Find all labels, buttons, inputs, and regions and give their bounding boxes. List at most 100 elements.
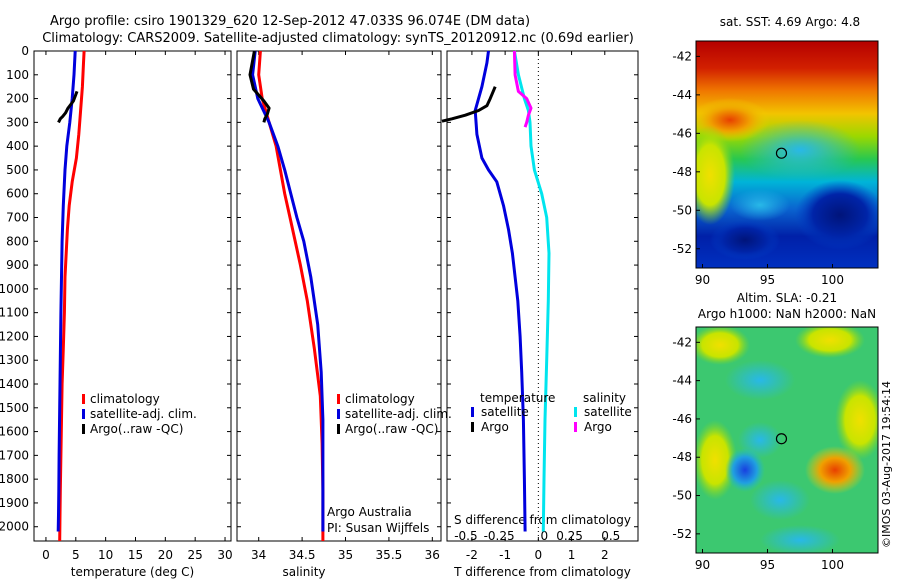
depth-tick-label: 1700 <box>0 448 29 462</box>
map-xtick-label: 90 <box>695 273 710 287</box>
difference-legend-label: satellite <box>584 405 632 419</box>
salinity-xtick-label: 35.5 <box>376 548 403 562</box>
depth-tick-label: 300 <box>6 115 29 129</box>
difference-xtick-label: -1 <box>499 548 511 562</box>
depth-tick-label: 1800 <box>0 472 29 486</box>
temperature-xtick-label: 10 <box>98 548 113 562</box>
salinity-xtick-label: 35 <box>338 548 353 562</box>
difference-top-tick-label: -0.5 <box>454 529 477 543</box>
difference-top-tick-label: 0 <box>541 529 549 543</box>
depth-tick-label: 900 <box>6 258 29 272</box>
salinity-legend-swatch <box>337 394 340 404</box>
depth-tick-label: 1400 <box>0 377 29 391</box>
map-ytick-label: -42 <box>672 49 692 63</box>
temperature-xlabel: temperature (deg C) <box>71 565 194 579</box>
difference-axes-box <box>446 50 639 542</box>
salinity-xtick-label: 36 <box>425 548 440 562</box>
difference-legend-swatch <box>471 422 474 432</box>
depth-tick-label: 1300 <box>0 353 29 367</box>
depth-tick-label: 700 <box>6 211 29 225</box>
sla-map-title-2: Argo h1000: NaN h2000: NaN <box>698 307 876 321</box>
annotation-argo-australia: Argo Australia <box>327 505 412 519</box>
difference-xtick-label: 2 <box>601 548 609 562</box>
map-ytick-label: -50 <box>672 203 692 217</box>
temperature-xtick-label: 25 <box>188 548 203 562</box>
depth-tick-label: 1000 <box>0 282 29 296</box>
temperature-xtick-label: 30 <box>217 548 232 562</box>
map-ytick-label: -50 <box>672 489 692 503</box>
map-ytick-label: -46 <box>672 412 692 426</box>
sla-map-axes: 90 95 100 -42 -44 -46 -48 -50 -52 <box>672 326 879 572</box>
temperature-xtick-label: 15 <box>128 548 143 562</box>
salinity-xlabel: salinity <box>282 565 325 579</box>
difference-legend-label: satellite <box>481 405 529 419</box>
temperature-legend-swatch <box>82 409 85 419</box>
difference-top-tick-label: 0.5 <box>601 529 620 543</box>
map-box <box>695 326 879 554</box>
map-ytick-label: -48 <box>672 165 692 179</box>
depth-tick-label: 1200 <box>0 329 29 343</box>
temperature-legend-swatch <box>82 424 85 434</box>
depth-tick-label: 2000 <box>0 520 29 534</box>
map-ytick-label: -44 <box>672 374 692 388</box>
salinity-series-satellite <box>251 50 325 532</box>
sla-map-title-1: Altim. SLA: -0.21 <box>737 291 837 305</box>
depth-tick-label: 800 <box>6 234 29 248</box>
sst-heatmap <box>696 41 878 268</box>
legend-header-temperature: temperature <box>480 391 555 405</box>
salinity-legend-swatch <box>337 409 340 419</box>
difference-legend-label: Argo <box>481 420 509 434</box>
map-ytick-label: -46 <box>672 126 692 140</box>
temperature-legend-label: satellite-adj. clim. <box>90 407 197 421</box>
salinity-legend-label: satellite-adj. clim. <box>345 407 452 421</box>
imos-stamp: ©IMOS 03-Aug-2017 19:54:14 <box>880 381 893 548</box>
depth-tick-label: 0 <box>21 44 29 58</box>
difference-top-tick-label: 0.25 <box>556 529 583 543</box>
difference-xtick-label: -2 <box>466 548 478 562</box>
map-xtick-label: 100 <box>821 558 844 572</box>
difference-xtick-label: 1 <box>568 548 576 562</box>
difference-legend-label: Argo <box>584 420 612 434</box>
figure-title-line2: Climatology: CARS2009. Satellite-adjuste… <box>42 31 634 46</box>
map-xtick-label: 95 <box>760 558 775 572</box>
salinity-series-argo <box>248 50 271 123</box>
salinity-axes-box <box>236 50 442 542</box>
map-ytick-label: -48 <box>672 450 692 464</box>
temperature-legend-swatch <box>82 394 85 404</box>
depth-tick-label: 100 <box>6 68 29 82</box>
sst-map-axes: 90 95 100 -42 -44 -46 -48 -50 -52 <box>672 40 879 287</box>
difference-xlabel: T difference from climatology <box>453 565 631 579</box>
map-ytick-label: -42 <box>672 335 692 349</box>
annotation-pi: PI: Susan Wijffels <box>327 521 429 535</box>
salinity-series-climatology <box>257 50 325 541</box>
map-ytick-label: -52 <box>672 242 692 256</box>
temperature-xtick-label: 5 <box>72 548 80 562</box>
map-xtick-label: 90 <box>695 558 710 572</box>
salinity-legend-label: Argo(..raw -QC) <box>345 422 438 436</box>
temperature-series-argo <box>57 90 79 124</box>
depth-tick-label: 1900 <box>0 496 29 510</box>
difference-xtick-label: 0 <box>535 548 543 562</box>
difference-top-tick-label: -0.25 <box>484 529 515 543</box>
difference-series-argo <box>441 86 497 123</box>
difference-series-satellite <box>473 50 527 532</box>
depth-tick-label: 1100 <box>0 306 29 320</box>
salinity-legend-label: climatology <box>345 392 415 406</box>
argo-position-marker <box>775 147 788 159</box>
temperature-series-satellite <box>56 50 77 532</box>
difference-legend-swatch <box>574 407 577 417</box>
temperature-legend-label: climatology <box>90 392 160 406</box>
depth-tick-label: 600 <box>6 187 29 201</box>
salinity-xtick-label: 34.5 <box>289 548 316 562</box>
temperature-panel: 0100200300400500600700800900100011001200… <box>0 44 233 579</box>
temperature-axes-box <box>33 50 232 542</box>
temperature-xtick-label: 0 <box>42 548 50 562</box>
depth-tick-label: 500 <box>6 163 29 177</box>
temperature-xtick-label: 20 <box>158 548 173 562</box>
salinity-xtick-label: 34 <box>251 548 266 562</box>
map-xtick-label: 95 <box>760 273 775 287</box>
difference-legend-swatch <box>471 407 474 417</box>
map-xtick-label: 100 <box>821 273 844 287</box>
